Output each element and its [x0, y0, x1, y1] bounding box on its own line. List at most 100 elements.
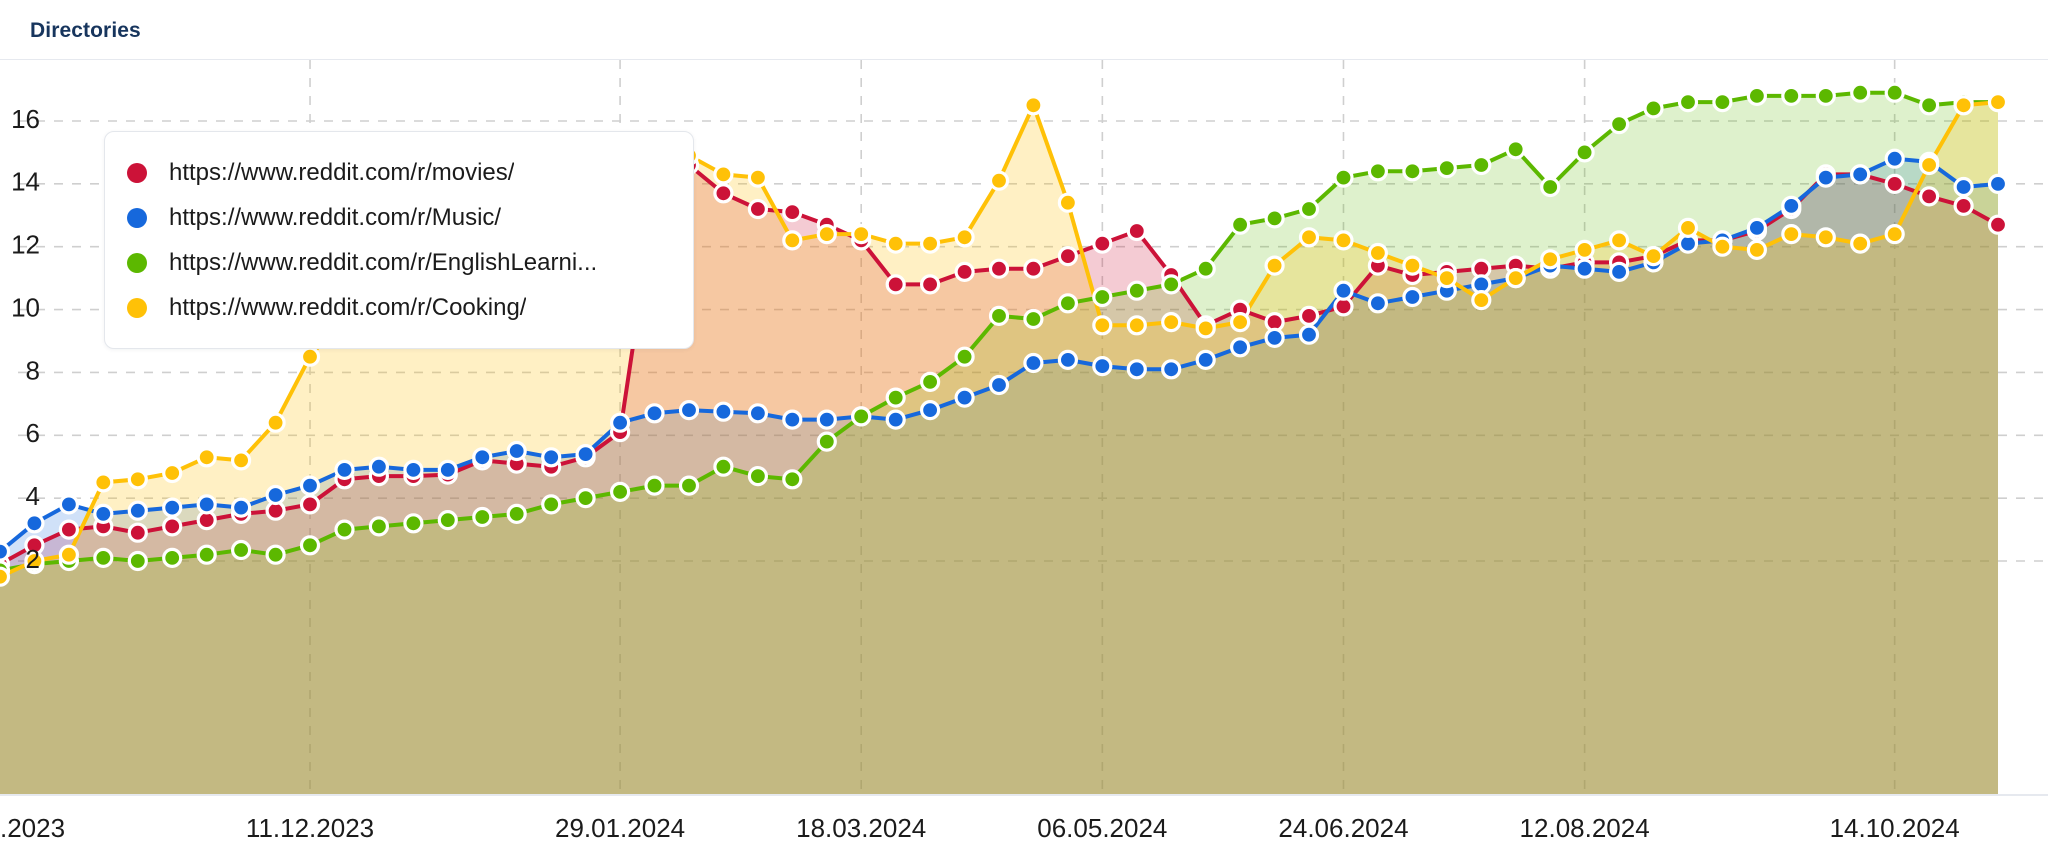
data-point[interactable]: [747, 403, 769, 424]
data-point[interactable]: [1229, 312, 1251, 333]
data-point[interactable]: [575, 444, 596, 465]
data-point[interactable]: [24, 513, 45, 534]
data-point[interactable]: [93, 472, 114, 493]
data-point[interactable]: [231, 497, 252, 518]
data-point[interactable]: [231, 539, 252, 561]
data-point[interactable]: [93, 503, 114, 524]
data-point[interactable]: [1333, 167, 1354, 188]
data-point[interactable]: [162, 547, 183, 568]
data-point[interactable]: [299, 494, 321, 515]
data-point[interactable]: [1057, 293, 1079, 314]
data-point[interactable]: [1436, 268, 1457, 289]
data-point[interactable]: [1333, 230, 1354, 251]
data-point[interactable]: [1023, 95, 1044, 116]
data-point[interactable]: [1126, 359, 1147, 380]
data-point[interactable]: [747, 198, 769, 220]
data-point[interactable]: [1229, 214, 1251, 235]
data-point[interactable]: [1298, 324, 1320, 345]
data-point[interactable]: [816, 224, 837, 245]
data-point[interactable]: [1608, 113, 1630, 135]
legend-item-englishlearning[interactable]: https://www.reddit.com/r/EnglishLearni..…: [127, 240, 671, 285]
data-point[interactable]: [1781, 224, 1802, 245]
data-point[interactable]: [506, 440, 527, 462]
data-point[interactable]: [747, 167, 769, 188]
data-point[interactable]: [1161, 359, 1182, 380]
data-point[interactable]: [1884, 148, 1905, 169]
legend-item-movies[interactable]: https://www.reddit.com/r/movies/: [127, 150, 671, 195]
data-point[interactable]: [196, 447, 217, 468]
data-point[interactable]: [1471, 290, 1492, 311]
data-point[interactable]: [644, 403, 665, 424]
data-point[interactable]: [782, 230, 803, 251]
data-point[interactable]: [1264, 327, 1285, 348]
data-point[interactable]: [1884, 173, 1905, 195]
data-point[interactable]: [1298, 305, 1320, 326]
data-point[interactable]: [58, 494, 80, 515]
data-point[interactable]: [1953, 95, 1974, 116]
data-point[interactable]: [919, 233, 941, 254]
data-point[interactable]: [1126, 280, 1147, 301]
data-point[interactable]: [231, 450, 252, 471]
data-point[interactable]: [609, 481, 631, 502]
data-point[interactable]: [541, 494, 562, 515]
data-point[interactable]: [1850, 233, 1871, 254]
data-point[interactable]: [919, 274, 941, 295]
data-point[interactable]: [851, 406, 872, 427]
data-point[interactable]: [644, 475, 665, 496]
data-point[interactable]: [1815, 227, 1836, 248]
data-point[interactable]: [1953, 195, 1974, 216]
data-point[interactable]: [299, 475, 321, 496]
data-point[interactable]: [1850, 164, 1871, 185]
data-point[interactable]: [437, 459, 458, 480]
data-point[interactable]: [1298, 227, 1320, 248]
data-point[interactable]: [1574, 239, 1595, 260]
data-point[interactable]: [885, 387, 906, 408]
data-point[interactable]: [713, 183, 734, 204]
data-point[interactable]: [1126, 315, 1147, 336]
data-point[interactable]: [747, 466, 769, 487]
data-point[interactable]: [1643, 98, 1664, 119]
data-point[interactable]: [1367, 293, 1389, 314]
data-point[interactable]: [58, 519, 80, 540]
data-point[interactable]: [1540, 176, 1561, 198]
data-point[interactable]: [575, 488, 596, 509]
data-point[interactable]: [1092, 315, 1113, 336]
data-point[interactable]: [1918, 95, 1940, 116]
data-point[interactable]: [162, 462, 183, 484]
data-point[interactable]: [127, 500, 148, 521]
data-point[interactable]: [334, 459, 355, 480]
data-point[interactable]: [0, 566, 11, 587]
data-point[interactable]: [1574, 142, 1595, 163]
legend-item-cooking[interactable]: https://www.reddit.com/r/Cooking/: [127, 285, 671, 330]
data-point[interactable]: [472, 447, 493, 468]
data-point[interactable]: [1918, 186, 1940, 207]
data-point[interactable]: [368, 456, 389, 477]
data-point[interactable]: [988, 374, 1010, 396]
data-point[interactable]: [1815, 167, 1836, 188]
data-point[interactable]: [127, 469, 148, 490]
data-point[interactable]: [885, 409, 906, 430]
data-point[interactable]: [885, 274, 906, 295]
data-point[interactable]: [403, 513, 424, 534]
data-point[interactable]: [1953, 176, 1974, 198]
data-point[interactable]: [1298, 198, 1320, 220]
data-point[interactable]: [609, 412, 631, 433]
data-point[interactable]: [1815, 85, 1836, 107]
data-point[interactable]: [127, 522, 148, 543]
data-point[interactable]: [1023, 308, 1044, 330]
data-point[interactable]: [1884, 82, 1905, 103]
data-point[interactable]: [1092, 233, 1113, 254]
data-point[interactable]: [988, 305, 1010, 326]
data-point[interactable]: [1884, 224, 1905, 245]
data-point[interactable]: [1987, 173, 2009, 195]
data-point[interactable]: [988, 258, 1010, 279]
data-point[interactable]: [1195, 258, 1216, 279]
data-point[interactable]: [816, 409, 837, 430]
data-point[interactable]: [1057, 246, 1079, 267]
data-point[interactable]: [265, 484, 286, 506]
data-point[interactable]: [1987, 91, 2009, 113]
data-point[interactable]: [1402, 255, 1423, 276]
data-point[interactable]: [713, 401, 734, 422]
data-point[interactable]: [368, 516, 389, 537]
data-point[interactable]: [1436, 157, 1457, 179]
